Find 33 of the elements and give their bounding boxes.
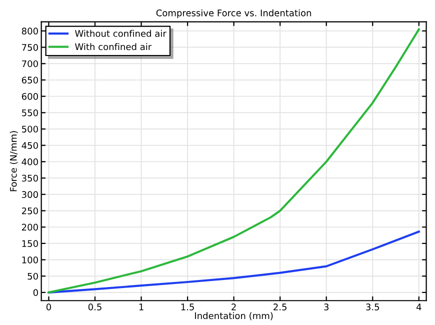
legend-label: With confined air — [75, 43, 152, 50]
y-tick-label: 250 — [22, 207, 38, 214]
x-tick-label: 1.5 — [181, 304, 194, 310]
y-tick-label: 450 — [22, 142, 38, 149]
x-tick-label: 4 — [416, 304, 422, 310]
x-tick-label: 2 — [232, 304, 236, 310]
line-series — [48, 230, 420, 294]
y-tick-label: 750 — [22, 44, 38, 51]
y-tick-label: 150 — [22, 240, 38, 247]
x-axis-title: Indentation (mm) — [195, 312, 273, 320]
y-tick-label: 100 — [22, 256, 38, 264]
y-tick-label: 500 — [22, 126, 38, 133]
line-series — [48, 28, 420, 294]
y-tick-label: 600 — [22, 93, 38, 100]
x-tick-label: 0.5 — [88, 304, 102, 310]
y-axis-title: Force (N/mm) — [10, 131, 18, 192]
x-tick-label: 1 — [139, 304, 144, 310]
x-tick-label: 0 — [46, 304, 51, 310]
y-tick-label: 400 — [22, 158, 38, 166]
y-tick-label: 800 — [22, 28, 38, 34]
y-tick-label: 700 — [22, 60, 38, 68]
y-tick-label: 200 — [22, 224, 38, 231]
y-tick-label: 300 — [22, 191, 38, 198]
x-tick-label: 2.5 — [274, 304, 286, 310]
y-tick-label: 50 — [28, 272, 38, 280]
y-tick-label: 0 — [33, 289, 38, 296]
chart-title: Compressive Force vs. Indentation — [156, 9, 312, 18]
y-tick-label: 350 — [22, 174, 38, 182]
legend-label: Without confined air — [75, 30, 166, 37]
y-tick-label: 550 — [22, 109, 38, 116]
x-tick-label: 3.5 — [366, 304, 380, 310]
x-tick-label: 3 — [324, 304, 329, 310]
y-tick-label: 650 — [22, 76, 38, 84]
